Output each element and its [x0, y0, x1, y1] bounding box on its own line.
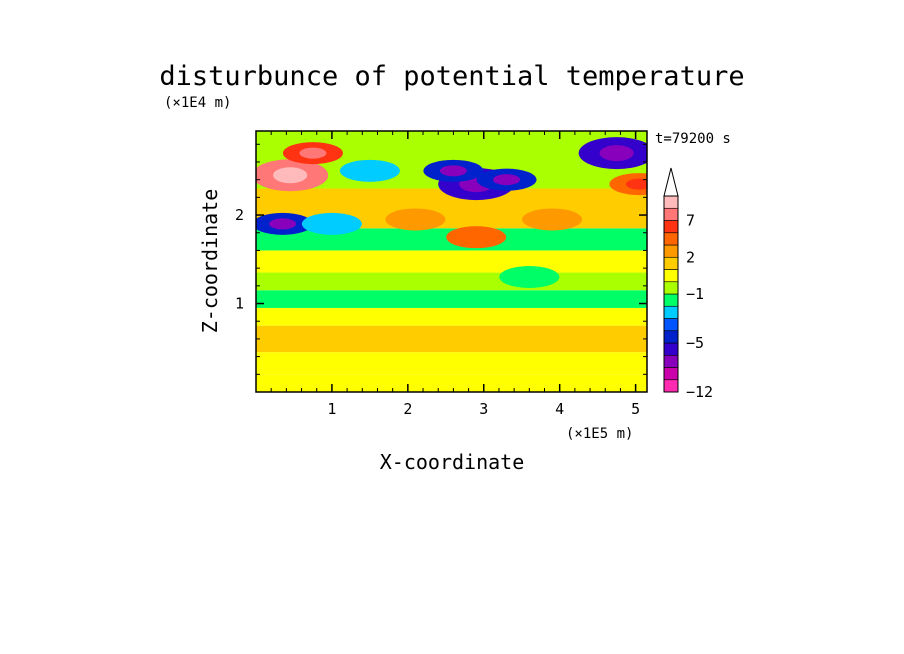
time-label: t=79200 s: [655, 131, 731, 147]
x-axis: 1 2 3 4 5: [270, 131, 640, 418]
temperature-field: [256, 131, 647, 392]
colorbar-label: −1: [686, 285, 704, 303]
colorbar-segment: [663, 318, 679, 332]
field-feature-core-4: [273, 167, 308, 184]
colorbar-segment: [663, 232, 679, 246]
y-unit-label: (×1E4 m): [164, 95, 231, 111]
x-tick-label: 2: [403, 400, 412, 418]
colorbar-segment: [663, 354, 679, 368]
field-feature-12: [339, 159, 400, 182]
x-tick-label: 1: [327, 400, 336, 418]
colorbar-segment: [663, 342, 679, 356]
colorbar-segment: [663, 269, 679, 283]
field-feature-10: [385, 208, 446, 231]
y-tick-label: 1: [235, 295, 244, 313]
colorbar-segment: [663, 367, 679, 381]
colorbar-segment: [663, 305, 679, 319]
colorbar-label: −12: [686, 383, 713, 401]
field-band-0: [256, 374, 647, 392]
colorbar-segment: [663, 207, 679, 221]
colorbar-label: −5: [686, 334, 704, 352]
colorbar-segment: [663, 281, 679, 295]
field-feature-core-2: [493, 174, 521, 186]
field-feature-11: [522, 208, 583, 231]
field-band-2: [256, 325, 647, 353]
colorbar-segment: [663, 244, 679, 258]
x-axis-label: X-coordinate: [380, 450, 525, 474]
field-feature-core-3: [599, 145, 634, 162]
colorbar-segment: [663, 379, 679, 393]
field-feature-core-5: [299, 147, 327, 159]
x-tick-label: 5: [631, 400, 640, 418]
x-unit-label: (×1E5 m): [566, 426, 633, 442]
field-band-5: [256, 272, 647, 291]
colorbar-segment: [663, 195, 679, 209]
field-feature-core-6: [625, 178, 647, 190]
colorbar-label: 7: [686, 212, 695, 230]
colorbar-segment: [663, 330, 679, 344]
colorbar: 7 2 −1 −5 −12: [663, 167, 713, 401]
field-feature-core-1: [439, 165, 467, 177]
y-axis: 12: [235, 143, 647, 375]
colorbar-segment: [663, 293, 679, 307]
field-band-4: [256, 290, 647, 308]
colorbar-extend-arrow: [663, 167, 679, 197]
field-feature-core-7: [269, 218, 297, 230]
plot-frame: [255, 130, 648, 393]
field-feature-13: [499, 265, 560, 288]
y-axis-label: Z-coordinate: [198, 189, 222, 334]
x-tick-label: 4: [555, 400, 564, 418]
field-band-1: [256, 352, 647, 375]
y-tick-label: 2: [235, 206, 244, 224]
x-tick-label: 3: [479, 400, 488, 418]
colorbar-frame: [663, 195, 679, 393]
colorbar-label: 2: [686, 248, 695, 266]
chart-title: disturbunce of potential temperature: [159, 61, 744, 92]
colorbar-segment: [663, 256, 679, 270]
field-feature-9: [446, 226, 507, 249]
field-band-3: [256, 307, 647, 326]
colorbar-segment: [663, 220, 679, 234]
field-band-6: [256, 250, 647, 273]
field-feature-8: [301, 212, 362, 235]
